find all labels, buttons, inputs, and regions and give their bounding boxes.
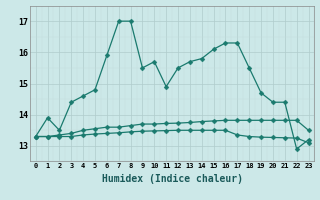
X-axis label: Humidex (Indice chaleur): Humidex (Indice chaleur) [101,174,243,184]
